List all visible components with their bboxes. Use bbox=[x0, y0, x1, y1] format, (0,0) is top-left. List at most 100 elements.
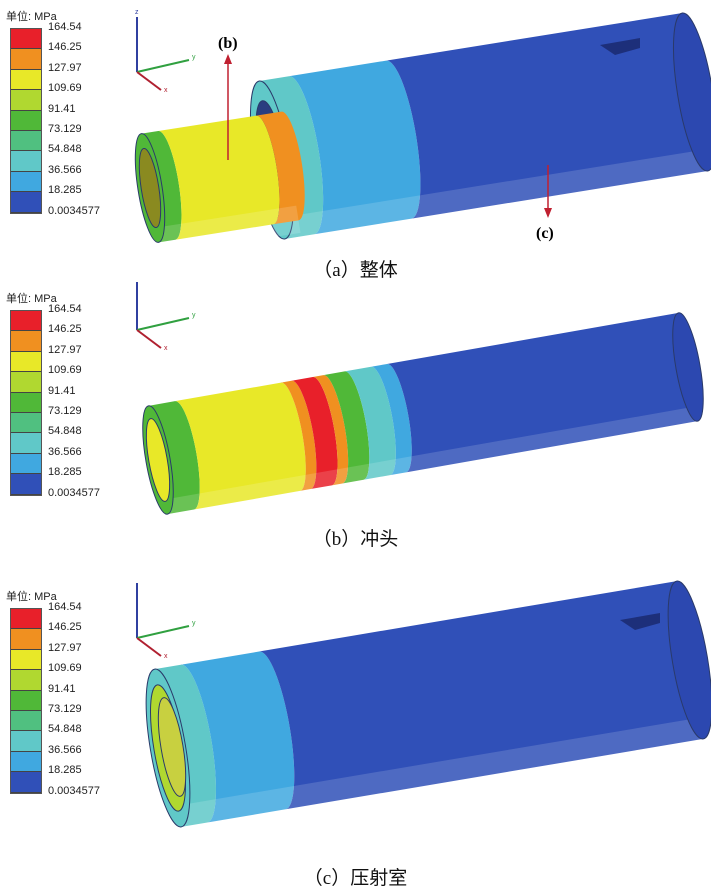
panel-a: z y x (b) (c) 单位: MPa 164.54 146.25 127.97 109.69… bbox=[0, 0, 711, 285]
chamber-end bbox=[667, 580, 711, 740]
panel-b: zyx单位: MPa164.54146.25127.97109.6991.417… bbox=[0, 282, 711, 552]
legend-label: 73.129 bbox=[48, 405, 82, 417]
legend-label: 18.285 bbox=[48, 184, 82, 197]
slot bbox=[600, 38, 640, 55]
legend-label: 36.566 bbox=[48, 163, 82, 176]
legend-label: 164.54 bbox=[48, 303, 82, 315]
legend-label: 73.129 bbox=[48, 703, 82, 715]
legend-label: 109.69 bbox=[48, 364, 82, 377]
legend-swatch bbox=[11, 110, 41, 131]
legend-unit: 单位: MPa bbox=[6, 591, 57, 603]
legend-swatch bbox=[11, 670, 41, 691]
legend-swatch bbox=[11, 151, 41, 172]
axis-label-x: x bbox=[164, 87, 168, 94]
legend-label: 18.285 bbox=[48, 466, 82, 479]
legend-swatch bbox=[11, 192, 41, 213]
legend-label: 54.848 bbox=[48, 143, 82, 156]
legend-swatch bbox=[11, 629, 41, 650]
legend-unit: 单位: MPa bbox=[6, 293, 57, 305]
axis-label-z: z bbox=[135, 9, 139, 16]
legend-label: 0.0034577 bbox=[48, 204, 100, 217]
legend-label: 146.25 bbox=[48, 621, 82, 634]
legend-swatch bbox=[11, 649, 41, 671]
stress-band bbox=[386, 13, 711, 219]
legend-swatch bbox=[11, 710, 41, 732]
color-legend bbox=[10, 310, 42, 496]
legend-swatch bbox=[11, 311, 41, 332]
stress-band bbox=[312, 375, 349, 486]
legend-swatch bbox=[11, 130, 41, 152]
legend-swatch bbox=[11, 433, 41, 454]
legend-swatch bbox=[11, 392, 41, 413]
chamber-body bbox=[259, 13, 711, 258]
punch-face-inner bbox=[138, 147, 162, 229]
axis-label-x: x bbox=[164, 345, 168, 352]
legend-label: 54.848 bbox=[48, 425, 82, 438]
legend-label: 36.566 bbox=[48, 445, 82, 458]
legend-swatch bbox=[11, 29, 41, 50]
legend-label: 91.41 bbox=[48, 102, 76, 115]
coordinate-triad-icon: z y x bbox=[135, 9, 196, 94]
punch-end bbox=[672, 312, 704, 422]
label-b: (b) bbox=[218, 35, 238, 52]
stress-band bbox=[256, 111, 305, 225]
legend-label: 127.97 bbox=[48, 61, 82, 74]
legend-label: 146.25 bbox=[48, 41, 82, 54]
legend-label: 36.566 bbox=[48, 743, 82, 756]
axis-label-z: z bbox=[135, 580, 139, 582]
legend-label: 109.69 bbox=[48, 662, 82, 675]
legend-label: 54.848 bbox=[48, 723, 82, 736]
chamber-body bbox=[154, 581, 711, 846]
axis-label-x: x bbox=[164, 653, 168, 660]
legend-label: 164.54 bbox=[48, 601, 82, 613]
stress-band bbox=[154, 664, 216, 827]
legend-label: 0.0034577 bbox=[48, 784, 100, 797]
stress-band bbox=[291, 376, 338, 490]
legend-label: 0.0034577 bbox=[48, 486, 100, 499]
stress-band bbox=[280, 380, 317, 491]
axis-label-y: y bbox=[192, 620, 196, 627]
stress-band bbox=[344, 366, 396, 480]
legend-label: 91.41 bbox=[48, 682, 76, 695]
stress-band bbox=[288, 60, 421, 235]
coordinate-triad-icon: zyx bbox=[136, 282, 196, 352]
chamber-bore-inner bbox=[157, 697, 187, 797]
color-legend bbox=[10, 28, 42, 214]
legend-swatch bbox=[11, 474, 41, 495]
legend-swatch bbox=[11, 351, 41, 373]
stress-band bbox=[371, 363, 412, 476]
caption-a: （a）整体 bbox=[313, 260, 398, 281]
stress-band bbox=[141, 130, 182, 243]
legend-swatch bbox=[11, 171, 41, 193]
label-c: (c) bbox=[536, 225, 554, 242]
caption-c: （c）压射室 bbox=[303, 868, 408, 889]
caption-b: （b）冲头 bbox=[312, 529, 399, 550]
stress-band bbox=[386, 312, 704, 473]
legend-label: 91.41 bbox=[48, 384, 76, 397]
stress-band bbox=[259, 581, 711, 810]
slot bbox=[620, 613, 660, 630]
stress-band bbox=[323, 371, 370, 484]
stress-band bbox=[158, 115, 280, 240]
legend-label: 127.97 bbox=[48, 641, 82, 654]
legend-swatch bbox=[11, 49, 41, 70]
legend-swatch bbox=[11, 690, 41, 711]
color-legend bbox=[10, 608, 42, 794]
punch-body bbox=[141, 111, 305, 255]
coordinate-triad-icon: z y x bbox=[135, 580, 196, 660]
legend-swatch bbox=[11, 772, 41, 793]
legend-swatch bbox=[11, 372, 41, 393]
legend-swatch bbox=[11, 412, 41, 434]
punch-face-inner bbox=[145, 418, 171, 502]
stress-band bbox=[180, 651, 295, 823]
stress-band bbox=[174, 382, 306, 510]
legend-swatch bbox=[11, 69, 41, 91]
legend-label: 164.54 bbox=[48, 21, 82, 33]
legend-swatch bbox=[11, 751, 41, 773]
legend-label: 18.285 bbox=[48, 764, 82, 777]
axis-label-y: y bbox=[192, 312, 196, 319]
legend-swatch bbox=[11, 331, 41, 352]
legend-unit: 单位: MPa bbox=[6, 11, 57, 23]
axis-label-y: y bbox=[192, 54, 196, 61]
